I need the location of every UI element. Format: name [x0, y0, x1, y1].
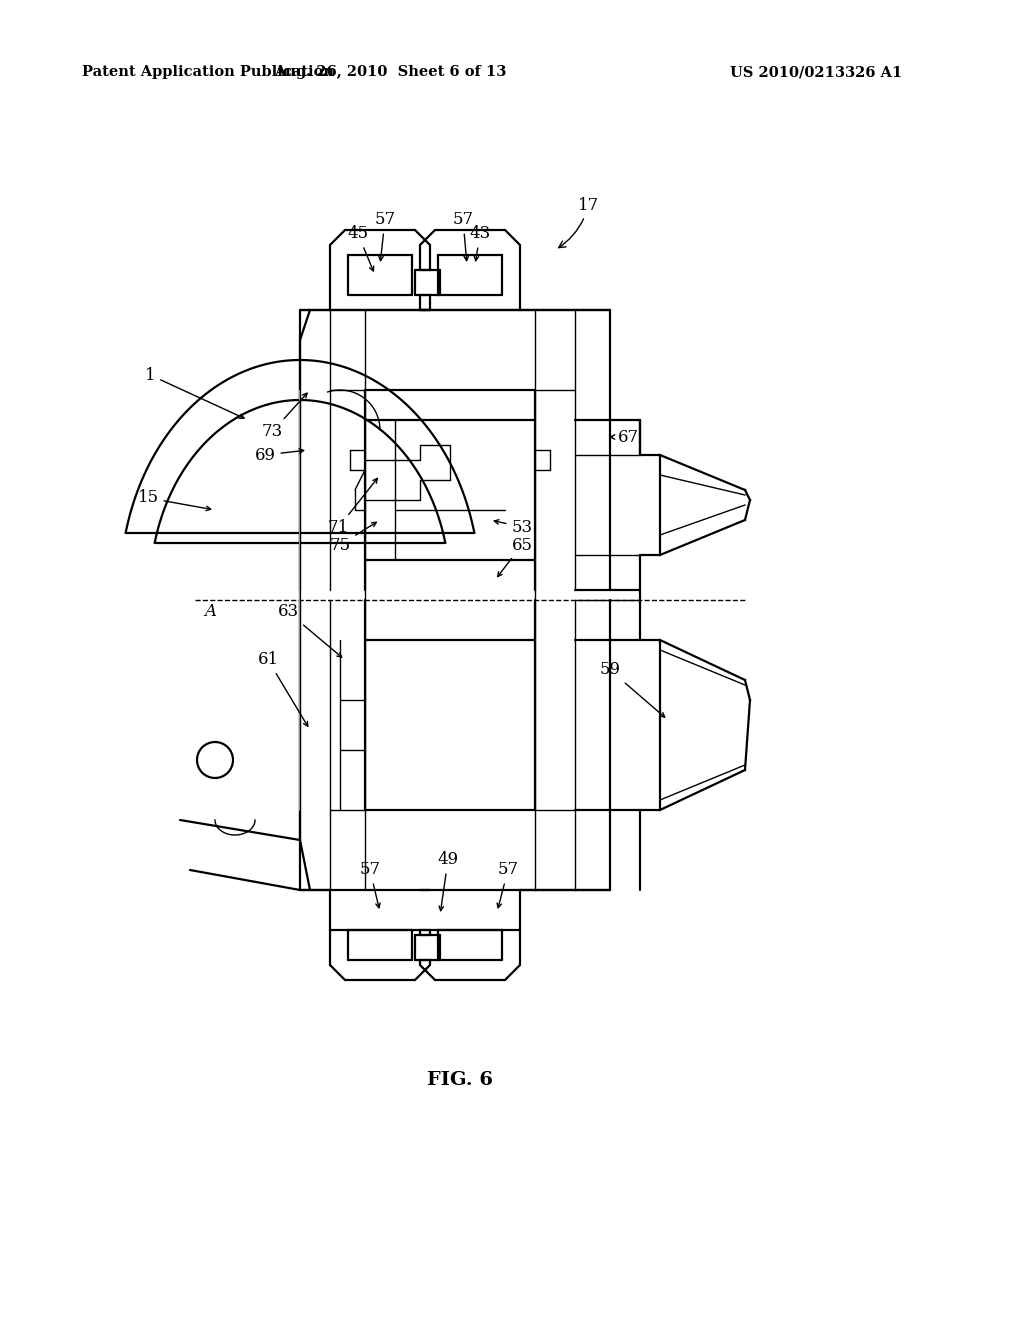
Text: 75: 75: [330, 523, 377, 553]
Text: 61: 61: [257, 652, 308, 726]
Text: 53: 53: [495, 519, 532, 536]
Text: 57: 57: [497, 862, 518, 908]
Text: Aug. 26, 2010  Sheet 6 of 13: Aug. 26, 2010 Sheet 6 of 13: [273, 65, 506, 79]
Text: 73: 73: [261, 393, 307, 441]
Text: 57: 57: [453, 211, 473, 260]
Text: 57: 57: [375, 211, 395, 260]
Text: 45: 45: [347, 226, 374, 271]
Text: 1: 1: [144, 367, 244, 418]
Text: A: A: [204, 603, 216, 620]
Text: 67: 67: [610, 429, 639, 446]
Text: 57: 57: [359, 862, 381, 908]
Text: 15: 15: [137, 490, 211, 511]
Text: 17: 17: [559, 197, 599, 248]
Text: US 2010/0213326 A1: US 2010/0213326 A1: [730, 65, 902, 79]
Text: 43: 43: [469, 226, 490, 261]
Text: 63: 63: [278, 603, 342, 657]
Text: Patent Application Publication: Patent Application Publication: [82, 65, 334, 79]
Text: 71: 71: [328, 478, 377, 536]
Text: FIG. 6: FIG. 6: [427, 1071, 493, 1089]
Text: 59: 59: [599, 661, 665, 717]
Text: 69: 69: [255, 446, 304, 463]
Text: 49: 49: [437, 851, 459, 911]
Text: 65: 65: [498, 536, 532, 577]
